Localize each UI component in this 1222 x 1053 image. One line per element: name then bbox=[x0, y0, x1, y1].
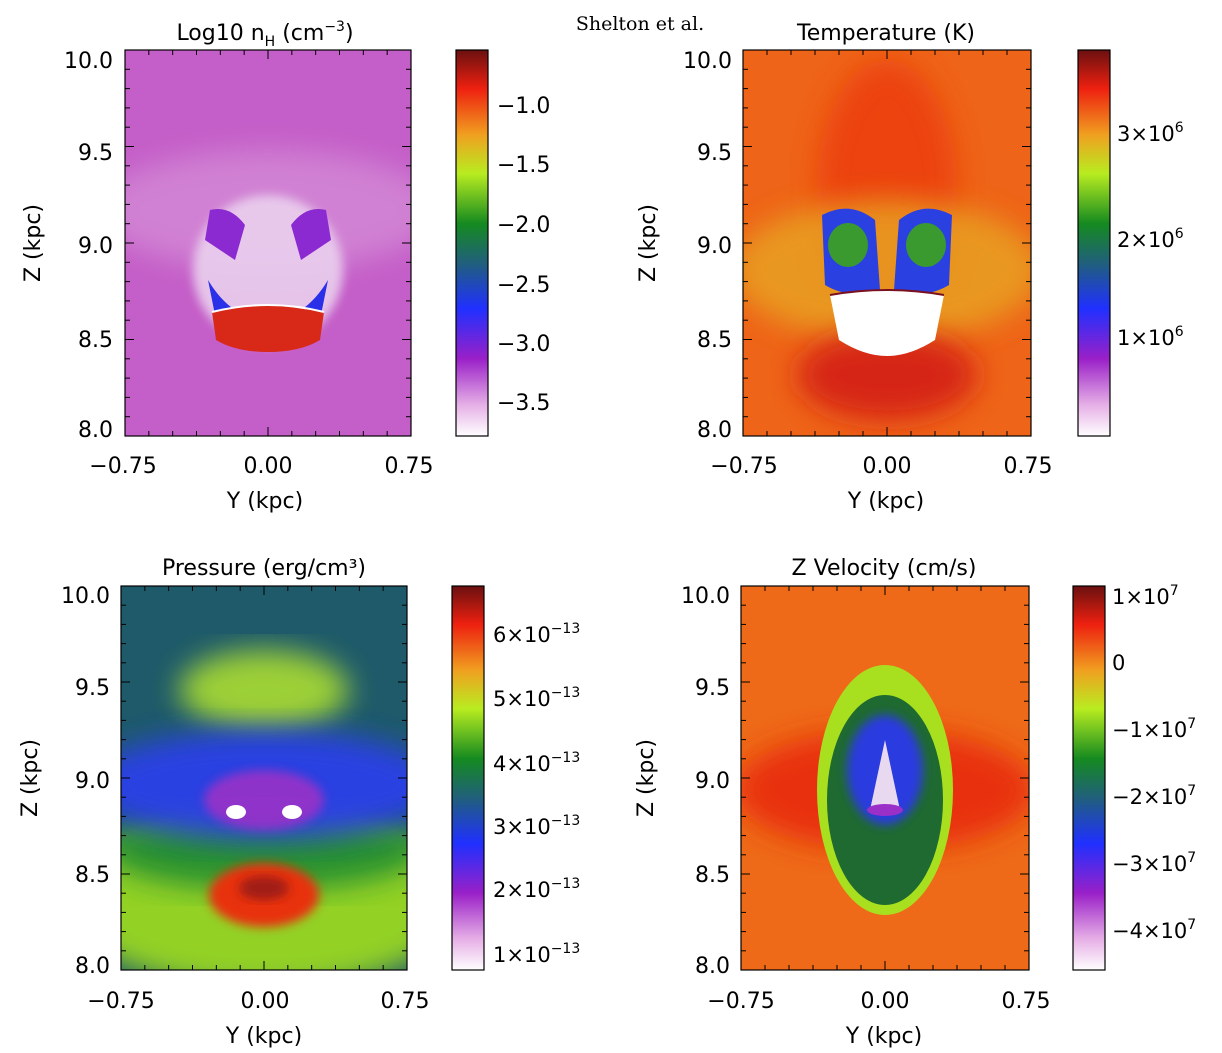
panel-title: Temperature (K) bbox=[796, 21, 975, 46]
colorbar-tick-label: −1.0 bbox=[497, 94, 550, 119]
colorbar-scale bbox=[451, 585, 485, 971]
y-ticks: 8.0 8.5 9.0 9.5 10.0 bbox=[61, 584, 110, 979]
y-tick-label: 8.5 bbox=[78, 328, 113, 353]
x-axis-label: Y (kpc) bbox=[847, 489, 924, 514]
panel-zvelocity: Z Velocity (cm/s) Y (kpc) Z (kpc) 8.0 8.… bbox=[634, 556, 1196, 1049]
y-tick-label: 9.0 bbox=[697, 234, 732, 259]
y-tick-label: 9.0 bbox=[695, 769, 730, 794]
y-tick-label: 10.0 bbox=[683, 49, 732, 74]
colorbar-tick-label: −1.5 bbox=[497, 153, 550, 178]
colorbar-scale bbox=[1072, 585, 1106, 971]
y-tick-label: 8.0 bbox=[697, 418, 732, 443]
x-ticks: −0.75 0.00 0.75 bbox=[707, 989, 1050, 1014]
y-tick-label: 8.5 bbox=[697, 328, 732, 353]
colorbar-tick-label: 6×10−13 bbox=[493, 621, 580, 647]
colorbar-scale bbox=[455, 49, 489, 437]
colorbar-tick-label: 3×10−13 bbox=[493, 813, 580, 839]
y-tick-label: 10.0 bbox=[64, 49, 113, 74]
colorbar-tick-label: 2×106 bbox=[1117, 226, 1184, 252]
colorbar-tick-label: −3.0 bbox=[497, 332, 550, 357]
panel-title: Log10 nH (cm−3) bbox=[176, 19, 353, 50]
x-tick-label: 0.00 bbox=[861, 989, 910, 1014]
x-ticks: −0.75 0.00 0.75 bbox=[87, 989, 429, 1014]
colorbar-tick-label: −2×107 bbox=[1112, 783, 1196, 809]
y-tick-label: 9.0 bbox=[78, 234, 113, 259]
colorbar-tick-label: −4×107 bbox=[1112, 917, 1196, 943]
x-tick-label: 0.75 bbox=[381, 989, 430, 1014]
y-axis-label: Z (kpc) bbox=[636, 204, 661, 282]
colorbar-tick-label: 3×106 bbox=[1117, 120, 1184, 146]
y-ticks: 8.0 8.5 9.0 9.5 10.0 bbox=[64, 49, 113, 443]
page-header: Shelton et al. bbox=[576, 13, 704, 35]
x-axis-label: Y (kpc) bbox=[226, 489, 303, 514]
colorbar-tick-label: 1×107 bbox=[1112, 583, 1179, 609]
panel-title: Pressure (erg/cm³) bbox=[162, 556, 366, 581]
x-ticks: −0.75 0.00 0.75 bbox=[89, 454, 433, 479]
colorbar-tick-label: −3.5 bbox=[497, 391, 550, 416]
panel-temperature: Temperature (K) Y (kpc) Z (kpc) 8.0 8.5 … bbox=[636, 21, 1184, 514]
y-tick-label: 8.0 bbox=[75, 954, 110, 979]
x-tick-label: 0.00 bbox=[863, 454, 912, 479]
y-axis-label: Z (kpc) bbox=[634, 739, 659, 817]
colorbar-tick-label: −1×107 bbox=[1112, 716, 1196, 742]
colorbar-scale bbox=[1077, 49, 1111, 437]
y-tick-label: 8.5 bbox=[695, 863, 730, 888]
x-tick-label: 0.75 bbox=[1002, 989, 1051, 1014]
colorbar-tick-label: 1×10−13 bbox=[493, 941, 580, 967]
colorbar: 6×10−13 5×10−13 4×10−13 3×10−13 2×10−13 … bbox=[451, 585, 580, 971]
y-tick-label: 9.5 bbox=[75, 676, 110, 701]
tick-marks bbox=[120, 49, 1032, 971]
panel-pressure: Pressure (erg/cm³) Y (kpc) Z (kpc) 8.0 8… bbox=[18, 556, 580, 1049]
colorbar-tick-label: 2×10−13 bbox=[493, 876, 580, 902]
x-tick-label: −0.75 bbox=[710, 454, 777, 479]
y-axis-label: Z (kpc) bbox=[21, 204, 46, 282]
x-tick-label: 0.75 bbox=[1004, 454, 1053, 479]
colorbar-tick-label: −3×107 bbox=[1112, 850, 1196, 876]
y-tick-label: 10.0 bbox=[61, 584, 110, 609]
panel-title: Z Velocity (cm/s) bbox=[792, 556, 977, 581]
x-tick-label: −0.75 bbox=[89, 454, 156, 479]
x-ticks: −0.75 0.00 0.75 bbox=[710, 454, 1052, 479]
y-ticks: 8.0 8.5 9.0 9.5 10.0 bbox=[681, 584, 730, 979]
colorbar-tick-label: 0 bbox=[1112, 651, 1125, 675]
y-tick-label: 9.0 bbox=[75, 769, 110, 794]
colorbar-tick-label: 1×106 bbox=[1117, 324, 1184, 350]
colorbar: −1.0 −1.5 −2.0 −2.5 −3.0 −3.5 bbox=[455, 49, 550, 437]
colorbar: 3×106 2×106 1×106 bbox=[1077, 49, 1184, 437]
colorbar: 1×107 0 −1×107 −2×107 −3×107 −4×107 bbox=[1072, 583, 1196, 971]
colorbar-tick-label: −2.0 bbox=[497, 213, 550, 238]
x-axis-label: Y (kpc) bbox=[225, 1024, 302, 1049]
colorbar-tick-label: 5×10−13 bbox=[493, 685, 580, 711]
x-tick-label: −0.75 bbox=[87, 989, 154, 1014]
y-tick-label: 9.5 bbox=[78, 141, 113, 166]
y-tick-label: 9.5 bbox=[697, 141, 732, 166]
x-axis-label: Y (kpc) bbox=[845, 1024, 922, 1049]
y-tick-label: 8.0 bbox=[695, 954, 730, 979]
y-ticks: 8.0 8.5 9.0 9.5 10.0 bbox=[683, 49, 732, 443]
y-tick-label: 9.5 bbox=[695, 676, 730, 701]
colorbar-tick-label: −2.5 bbox=[497, 273, 550, 298]
panel-density: Log10 nH (cm−3) Y (kpc) Z (kpc) 8.0 8.5 … bbox=[21, 19, 550, 514]
x-tick-label: 0.00 bbox=[241, 989, 290, 1014]
x-tick-label: 0.00 bbox=[244, 454, 293, 479]
colorbar-tick-label: 4×10−13 bbox=[493, 750, 580, 776]
y-tick-label: 10.0 bbox=[681, 584, 730, 609]
y-tick-label: 8.0 bbox=[78, 418, 113, 443]
y-axis-label: Z (kpc) bbox=[18, 739, 43, 817]
y-tick-label: 8.5 bbox=[75, 863, 110, 888]
x-tick-label: 0.75 bbox=[385, 454, 434, 479]
x-tick-label: −0.75 bbox=[707, 989, 774, 1014]
